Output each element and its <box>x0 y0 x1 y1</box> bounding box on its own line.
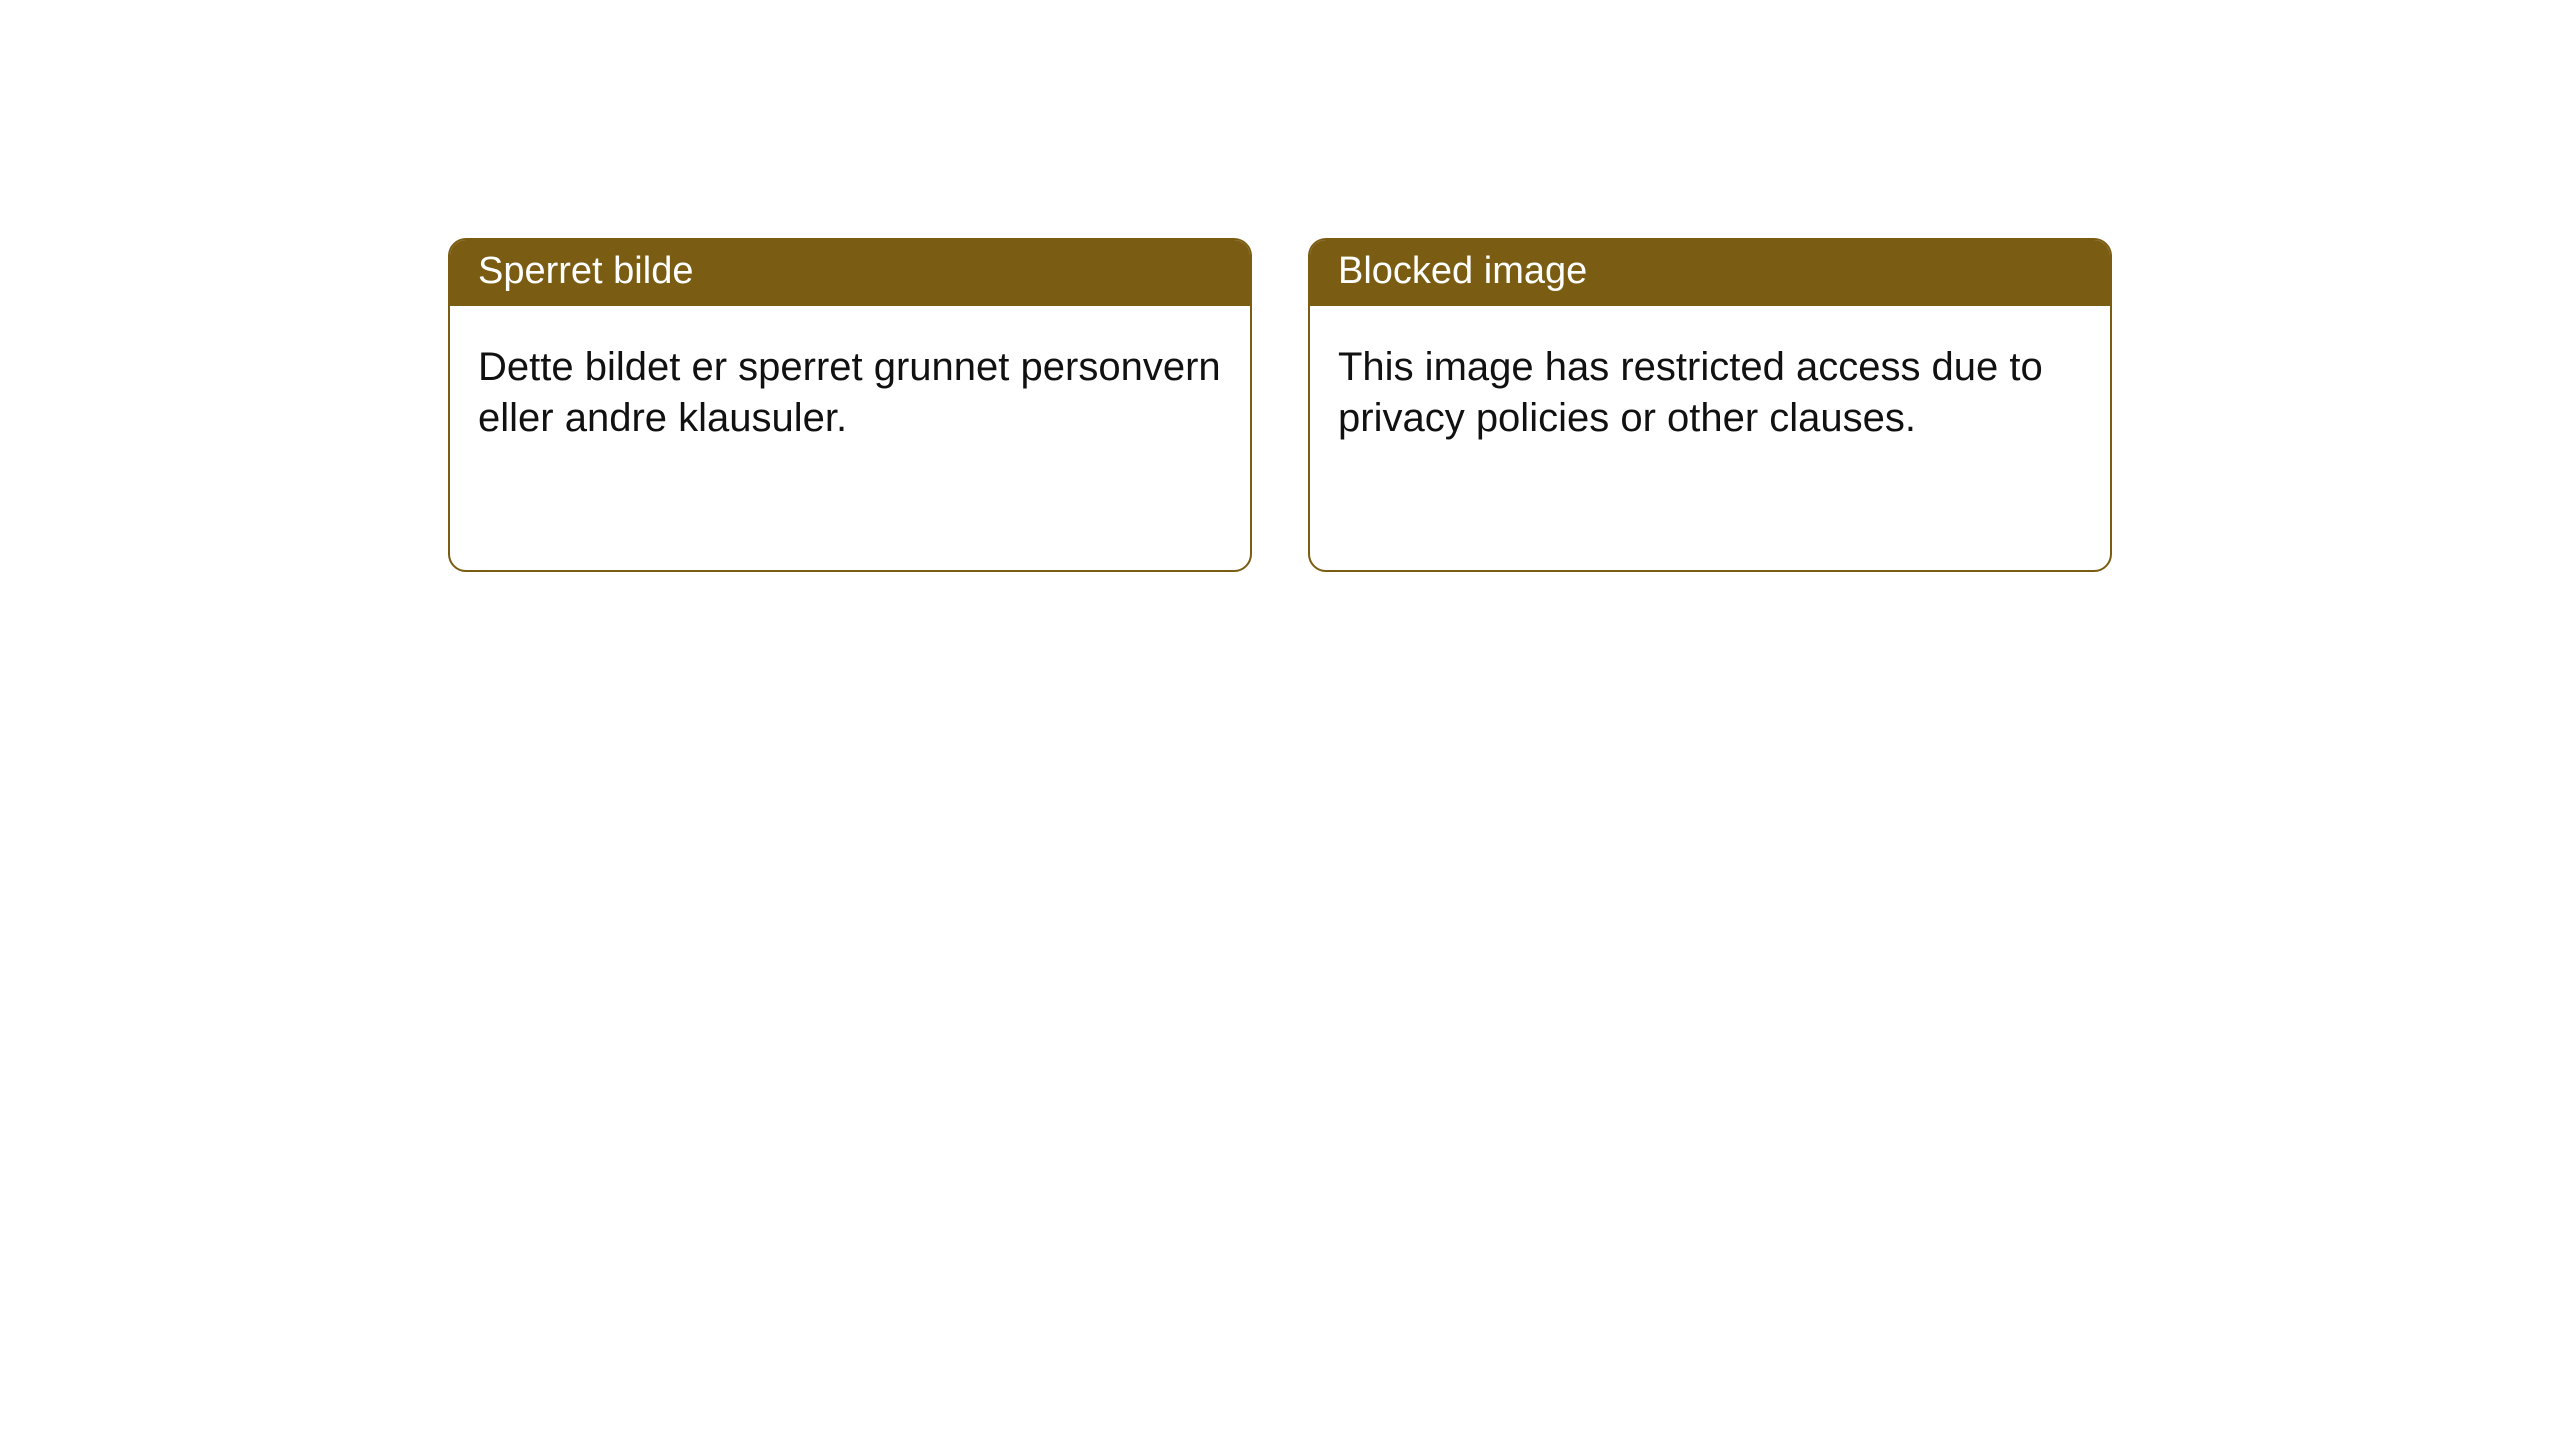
notice-header-norwegian: Sperret bilde <box>450 240 1250 306</box>
notice-container: Sperret bilde Dette bildet er sperret gr… <box>0 0 2560 572</box>
notice-body-english: This image has restricted access due to … <box>1310 306 2110 472</box>
notice-header-english: Blocked image <box>1310 240 2110 306</box>
notice-card-norwegian: Sperret bilde Dette bildet er sperret gr… <box>448 238 1252 572</box>
notice-card-english: Blocked image This image has restricted … <box>1308 238 2112 572</box>
notice-body-norwegian: Dette bildet er sperret grunnet personve… <box>450 306 1250 472</box>
